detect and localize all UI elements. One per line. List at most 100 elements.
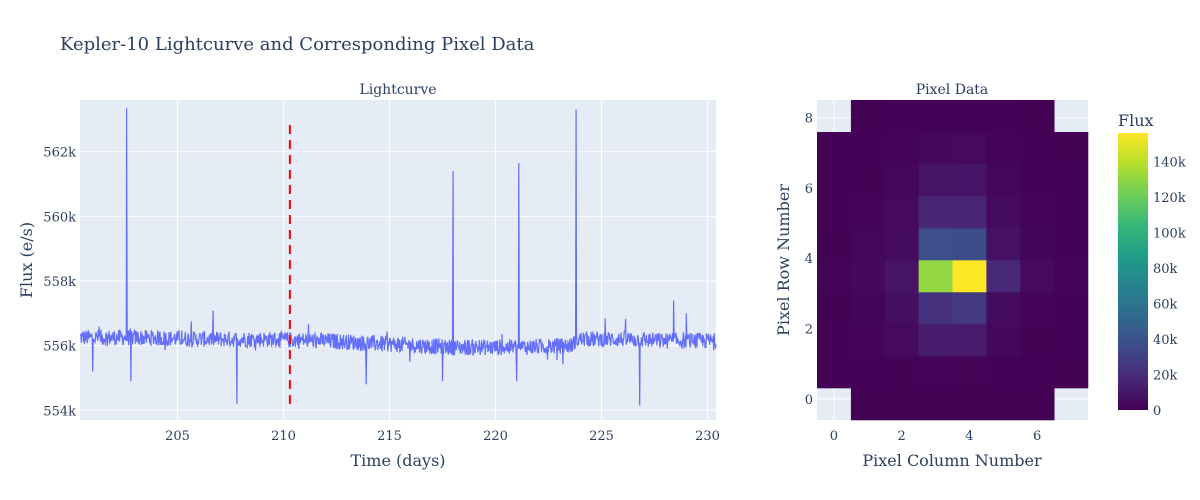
pixel-cell — [986, 388, 1021, 421]
colorbar-tick-label: 100k — [1153, 226, 1186, 241]
lightcurve-x-tick-label: 225 — [589, 429, 614, 444]
pixel-y-ticks: 0 2 4 6 8 — [805, 112, 813, 408]
pixel-x-tick-label: 4 — [965, 429, 973, 444]
pixel-cell — [1054, 292, 1089, 325]
pixel-cell — [850, 132, 886, 165]
pixel-cell — [952, 356, 987, 389]
pixel-cell — [1020, 132, 1055, 165]
pixel-cell — [986, 260, 1021, 293]
pixel-y-tick-label: 8 — [805, 112, 813, 127]
colorbar-tick-label: 80k — [1153, 262, 1178, 277]
pixel-cell — [952, 260, 987, 293]
lightcurve-y-tick-label: 554k — [43, 404, 76, 419]
pixel-cell — [817, 260, 852, 293]
figure-title: Kepler-10 Lightcurve and Corresponding P… — [60, 34, 535, 55]
pixel-cell — [918, 292, 953, 325]
pixel-data-subplot: 0 2 4 6 0 2 4 6 8 Pixel Data Pixel Column Numbe… — [774, 82, 1089, 470]
pixel-cell — [817, 228, 852, 261]
lightcurve-plot-area — [80, 100, 716, 420]
pixel-y-tick-label: 4 — [805, 252, 813, 267]
pixel-cell — [1054, 260, 1089, 293]
pixel-cell — [817, 196, 852, 229]
pixel-cell — [850, 388, 886, 421]
pixel-cell — [1020, 164, 1055, 197]
pixel-cell — [884, 228, 919, 261]
pixel-cell — [986, 164, 1021, 197]
colorbar-title: Flux — [1118, 111, 1154, 130]
pixel-cell — [1054, 132, 1089, 165]
lightcurve-y-tick-label: 562k — [43, 146, 76, 161]
pixel-cell — [850, 228, 886, 261]
pixel-cell — [1020, 292, 1055, 325]
pixel-cell — [817, 164, 852, 197]
lightcurve-y-axis-label: Flux (e/s) — [17, 222, 36, 298]
pixel-cell — [1020, 228, 1055, 261]
colorbar-tick-label: 60k — [1153, 297, 1178, 312]
pixel-cell — [817, 132, 852, 165]
pixel-cell — [986, 228, 1021, 261]
pixel-cell — [918, 196, 953, 229]
lightcurve-x-axis-label: Time (days) — [350, 451, 445, 470]
pixel-y-tick-label: 6 — [805, 182, 813, 197]
pixel-x-tick-label: 6 — [1033, 429, 1041, 444]
pixel-cell — [1020, 388, 1055, 421]
lightcurve-y-tick-label: 558k — [43, 275, 76, 290]
pixel-cell — [952, 388, 987, 421]
pixel-cell — [884, 132, 919, 165]
lightcurve-title: Lightcurve — [359, 82, 436, 98]
pixel-cell — [986, 132, 1021, 165]
pixel-cell — [1054, 164, 1089, 197]
pixel-cell — [884, 324, 919, 357]
pixel-cell — [850, 356, 886, 389]
pixel-cell — [952, 324, 987, 357]
pixel-cell — [952, 196, 987, 229]
colorbar-tick-label: 140k — [1153, 155, 1186, 170]
pixel-cell — [918, 388, 953, 421]
pixel-cell — [850, 292, 886, 325]
pixel-heatmap-cells — [817, 100, 1089, 421]
pixel-x-axis-label: Pixel Column Number — [862, 451, 1042, 470]
pixel-cell — [884, 260, 919, 293]
lightcurve-series-line — [79, 108, 717, 406]
pixel-cell — [1054, 356, 1089, 389]
lightcurve-x-tick-label: 215 — [377, 429, 402, 444]
pixel-cell — [1020, 356, 1055, 389]
pixel-cell — [817, 292, 852, 325]
pixel-cell — [952, 228, 987, 261]
pixel-cell — [884, 100, 919, 133]
lightcurve-y-tick-label: 556k — [43, 340, 76, 355]
pixel-y-axis-label: Pixel Row Number — [774, 184, 793, 336]
pixel-cell — [918, 132, 953, 165]
pixel-cell — [884, 164, 919, 197]
pixel-cell — [1054, 228, 1089, 261]
pixel-cell — [884, 388, 919, 421]
colorbar-tick-label: 20k — [1153, 368, 1178, 383]
pixel-cell — [850, 324, 886, 357]
pixel-y-tick-label: 2 — [805, 323, 813, 338]
pixel-cell — [952, 164, 987, 197]
colorbar-tick-label: 40k — [1153, 333, 1178, 348]
lightcurve-y-ticks: 554k 556k 558k 560k 562k — [43, 146, 76, 420]
lightcurve-x-tick-label: 220 — [483, 429, 508, 444]
pixel-cell — [1020, 196, 1055, 229]
colorbar-tick-label: 0 — [1153, 404, 1161, 419]
pixel-y-tick-label: 0 — [805, 393, 813, 408]
pixel-cell — [986, 324, 1021, 357]
pixel-cell — [817, 356, 852, 389]
pixel-cell — [850, 260, 886, 293]
pixel-cell — [952, 292, 987, 325]
pixel-cell — [884, 196, 919, 229]
pixel-title: Pixel Data — [916, 82, 989, 98]
pixel-x-tick-label: 2 — [898, 429, 906, 444]
pixel-cell — [986, 100, 1021, 133]
pixel-cell — [918, 324, 953, 357]
pixel-cell — [850, 100, 886, 133]
lightcurve-y-tick-label: 560k — [43, 210, 76, 225]
pixel-cell — [1054, 324, 1089, 357]
pixel-cell — [986, 292, 1021, 325]
lightcurve-grid — [80, 100, 716, 420]
pixel-cell — [918, 356, 953, 389]
pixel-cell — [884, 292, 919, 325]
pixel-cell — [918, 164, 953, 197]
pixel-cell — [1054, 196, 1089, 229]
